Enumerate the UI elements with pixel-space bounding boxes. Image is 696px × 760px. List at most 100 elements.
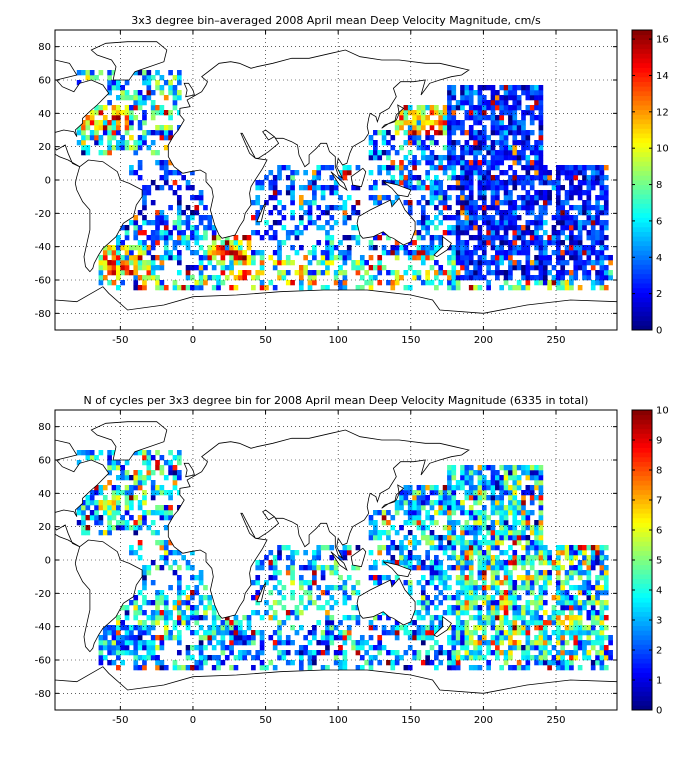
data-bin xyxy=(163,175,169,181)
data-bin xyxy=(447,610,452,616)
data-bin xyxy=(129,505,134,511)
data-bin xyxy=(111,460,117,466)
data-bin xyxy=(124,125,130,131)
data-bin xyxy=(499,270,505,276)
data-bin xyxy=(163,110,169,116)
data-bin xyxy=(512,155,518,161)
colorbar-swatch xyxy=(632,677,652,683)
coastline-borneo xyxy=(350,167,367,188)
data-bin xyxy=(429,625,435,631)
colorbar-swatch xyxy=(632,653,652,659)
data-bin xyxy=(120,110,126,116)
data-bin xyxy=(407,590,413,596)
data-bin xyxy=(373,510,378,516)
data-bin xyxy=(490,235,496,241)
data-bin xyxy=(190,230,195,236)
data-bin xyxy=(333,180,339,186)
data-bin xyxy=(172,240,178,246)
data-bin xyxy=(251,595,256,601)
data-bin xyxy=(495,520,500,526)
grid-layer xyxy=(55,30,617,330)
data-bin xyxy=(577,630,583,636)
data-bin xyxy=(98,505,104,511)
data-bin xyxy=(412,565,417,571)
x-tick-label: -50 xyxy=(112,335,128,346)
data-bin xyxy=(529,235,535,241)
data-bin xyxy=(495,175,500,181)
data-bin xyxy=(233,260,239,266)
data-bin xyxy=(342,580,348,586)
data-bin xyxy=(451,165,457,171)
data-bin xyxy=(172,105,178,111)
data-bin xyxy=(577,245,583,251)
data-bin xyxy=(272,640,278,646)
data-bin xyxy=(394,530,400,536)
data-bin xyxy=(512,505,518,511)
data-bin xyxy=(434,205,439,211)
data-bin xyxy=(377,165,383,171)
data-bin xyxy=(521,165,526,171)
cycle-count-map: -50 0 50 100 150 200 250806040200-20-40-60-800… xyxy=(35,406,669,727)
data-bin xyxy=(538,605,544,611)
data-bin xyxy=(529,545,535,551)
data-bin xyxy=(595,165,600,171)
data-bin xyxy=(142,660,147,666)
data-bin xyxy=(194,195,200,201)
data-bin xyxy=(290,210,295,216)
data-bin xyxy=(534,580,539,586)
data-bin xyxy=(560,580,566,586)
data-bin xyxy=(242,270,247,276)
data-bin xyxy=(346,235,352,241)
data-bin xyxy=(416,505,422,511)
data-bin xyxy=(490,150,496,156)
data-bin xyxy=(390,630,396,636)
data-bin xyxy=(564,650,570,656)
data-bin xyxy=(538,490,544,496)
colorbar-swatch xyxy=(632,67,652,73)
data-bin xyxy=(316,595,322,601)
data-bin xyxy=(146,450,152,456)
data-bin xyxy=(499,130,505,136)
data-bin xyxy=(333,600,339,606)
data-bin xyxy=(542,545,548,551)
data-bin xyxy=(111,125,117,131)
data-bin xyxy=(464,85,470,91)
data-bin xyxy=(495,225,500,231)
data-bin xyxy=(560,635,566,641)
data-bin xyxy=(268,590,274,596)
data-bin xyxy=(573,190,579,196)
data-bin xyxy=(81,525,86,531)
data-bin xyxy=(508,545,513,551)
data-bin xyxy=(142,230,147,236)
data-bin xyxy=(342,170,348,176)
data-bin xyxy=(481,170,487,176)
data-bin xyxy=(412,500,417,506)
data-bin xyxy=(434,155,439,161)
data-bin xyxy=(582,170,587,176)
data-bin xyxy=(420,530,426,536)
data-bin xyxy=(159,255,165,261)
data-bin xyxy=(508,155,513,161)
coastline-new-guinea xyxy=(382,561,412,578)
colorbar-swatch xyxy=(632,222,652,228)
data-bin xyxy=(377,235,383,241)
data-bin xyxy=(281,595,287,601)
data-bin xyxy=(525,575,531,581)
data-bin xyxy=(416,230,422,236)
data-bin xyxy=(176,620,182,626)
data-bin xyxy=(508,265,513,271)
data-bin xyxy=(490,565,496,571)
data-bin xyxy=(599,555,605,561)
data-bin xyxy=(468,665,474,671)
data-bin xyxy=(325,255,330,261)
data-bin xyxy=(499,105,505,111)
data-bin xyxy=(155,285,160,291)
data-bin xyxy=(386,140,391,146)
data-bin xyxy=(416,275,422,281)
data-bin xyxy=(521,185,526,191)
data-bin xyxy=(312,570,317,576)
data-bin xyxy=(373,235,378,241)
colorbar-swatch xyxy=(632,691,652,697)
top-chart-title: 3x3 degree bin–averaged 2008 April mean … xyxy=(131,14,541,27)
data-bin xyxy=(560,225,566,231)
